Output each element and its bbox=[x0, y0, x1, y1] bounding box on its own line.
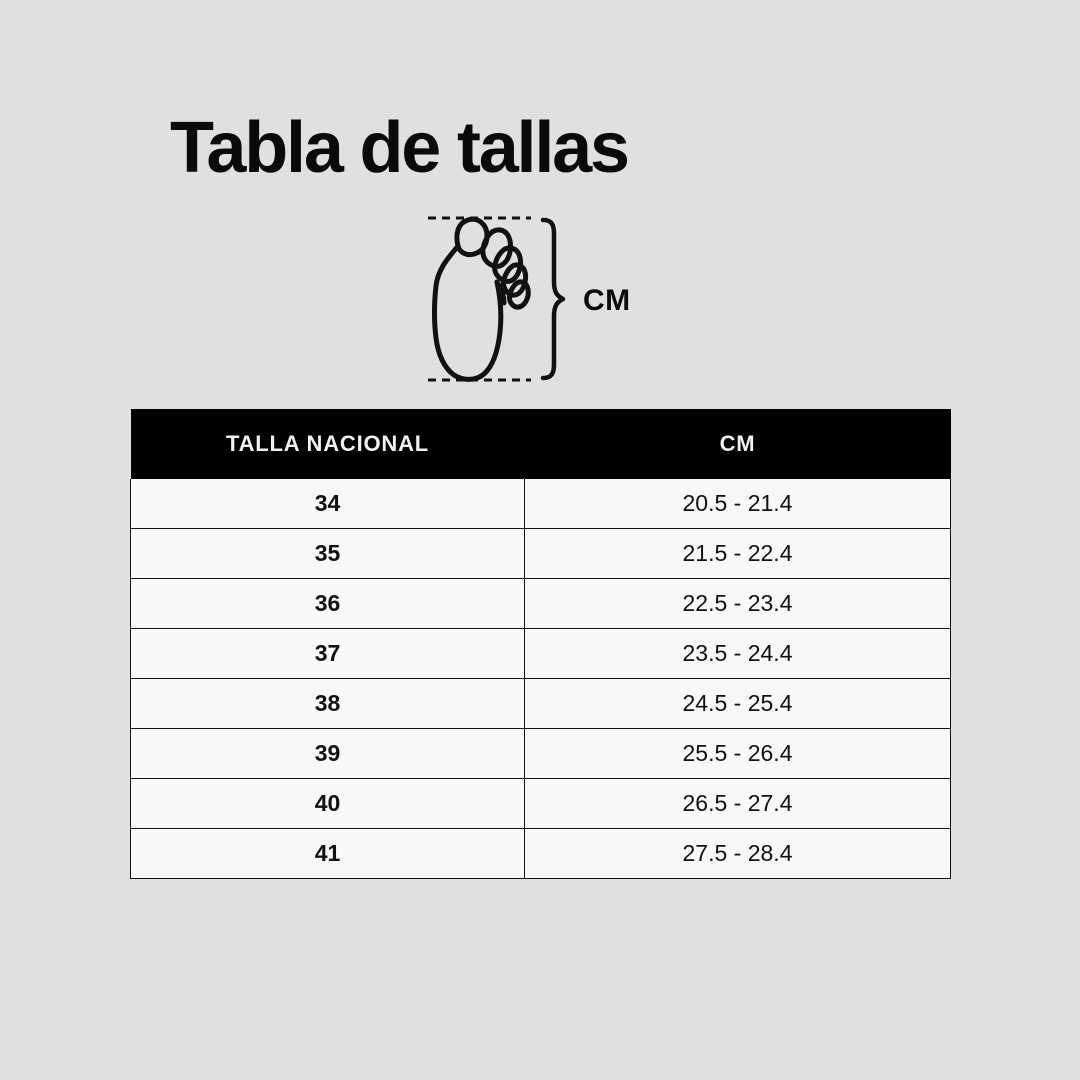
header-row: TALLA NACIONAL CM bbox=[130, 409, 951, 479]
table-row: 40 26.5 - 27.4 bbox=[130, 778, 951, 829]
cell-cm: 22.5 - 23.4 bbox=[524, 578, 951, 629]
foot-measurement-diagram: CM bbox=[400, 200, 680, 400]
cell-cm: 21.5 - 22.4 bbox=[524, 528, 951, 579]
cell-size: 41 bbox=[130, 828, 525, 879]
table-row: 36 22.5 - 23.4 bbox=[130, 578, 951, 629]
cell-size: 36 bbox=[130, 578, 525, 629]
column-header-cm: CM bbox=[524, 409, 951, 479]
brace-icon bbox=[540, 217, 566, 381]
table-body: 34 20.5 - 21.4 35 21.5 - 22.4 36 22.5 - … bbox=[130, 479, 951, 879]
cell-cm: 27.5 - 28.4 bbox=[524, 828, 951, 879]
table-row: 41 27.5 - 28.4 bbox=[130, 828, 951, 879]
cell-size: 35 bbox=[130, 528, 525, 579]
cell-size: 39 bbox=[130, 728, 525, 779]
table-row: 35 21.5 - 22.4 bbox=[130, 528, 951, 579]
cell-cm: 25.5 - 26.4 bbox=[524, 728, 951, 779]
cell-size: 37 bbox=[130, 628, 525, 679]
cell-cm: 26.5 - 27.4 bbox=[524, 778, 951, 829]
cell-cm: 24.5 - 25.4 bbox=[524, 678, 951, 729]
cell-size: 40 bbox=[130, 778, 525, 829]
foot-outline-icon bbox=[428, 216, 566, 382]
cell-cm: 23.5 - 24.4 bbox=[524, 628, 951, 679]
cell-size: 34 bbox=[130, 479, 525, 529]
page-title: Tabla de tallas bbox=[170, 108, 630, 188]
table-row: 37 23.5 - 24.4 bbox=[130, 628, 951, 679]
size-chart-table: TALLA NACIONAL CM 34 20.5 - 21.4 35 21.5… bbox=[130, 409, 951, 879]
cell-cm: 20.5 - 21.4 bbox=[524, 479, 951, 529]
table-row: 39 25.5 - 26.4 bbox=[130, 728, 951, 779]
table-header: TALLA NACIONAL CM bbox=[130, 409, 951, 479]
column-header-talla-nacional: TALLA NACIONAL bbox=[130, 409, 525, 479]
table-row: 38 24.5 - 25.4 bbox=[130, 678, 951, 729]
cell-size: 38 bbox=[130, 678, 525, 729]
cm-measurement-label: CM bbox=[583, 284, 631, 317]
table-row: 34 20.5 - 21.4 bbox=[130, 479, 951, 529]
